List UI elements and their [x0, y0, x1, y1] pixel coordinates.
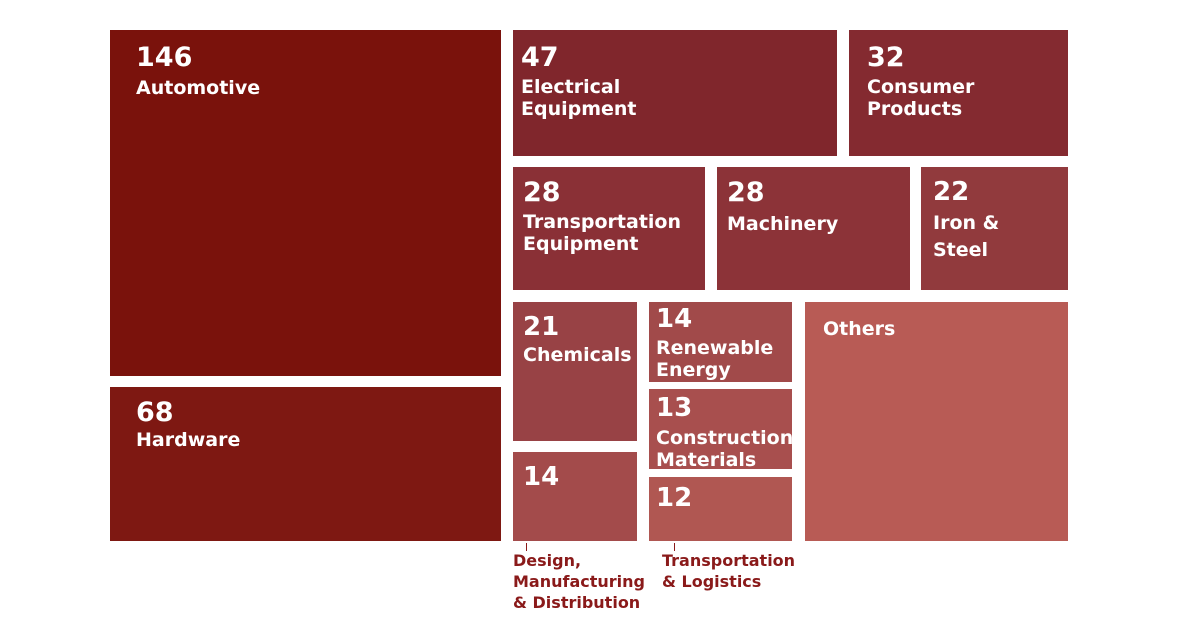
tile-label-chemicals: Chemicals	[523, 344, 632, 366]
treemap-tile-others: Others	[805, 302, 1068, 541]
treemap-tile-consumer-products: 32 Consumer Products	[849, 30, 1068, 156]
treemap-tile-automotive: 146 Automotive	[110, 30, 501, 376]
tile-label-transportation-equipment: Transportation Equipment	[523, 211, 682, 256]
tile-label-others: Others	[823, 318, 896, 340]
tile-label-iron-steel: Iron & Steel	[933, 212, 1000, 261]
tile-label-construction-materials: Construction Materials	[656, 427, 792, 469]
tile-value-chemicals: 21	[523, 312, 560, 342]
tile-value-electrical-equipment: 47	[521, 42, 559, 73]
tile-label-automotive: Automotive	[136, 77, 261, 99]
tile-value-automotive: 146	[136, 42, 193, 73]
treemap-tile-design-manufacturing-distribution: 14	[513, 452, 637, 541]
tile-value-hardware: 68	[136, 397, 174, 428]
tile-label-machinery: Machinery	[727, 213, 839, 235]
tile-value-renewable-energy: 14	[656, 304, 693, 334]
label-tick-transportation-logistics	[674, 543, 675, 551]
treemap-tile-transportation-equipment: 28 Transportation Equipment	[513, 167, 705, 290]
treemap-tile-iron-steel: 22 Iron & Steel	[921, 167, 1068, 290]
outside-label-transportation-logistics: Transportation & Logistics	[662, 551, 796, 591]
tile-label-hardware: Hardware	[136, 429, 241, 451]
treemap-tile-transportation-logistics: 12	[649, 477, 792, 541]
tile-value-transportation-logistics: 12	[656, 483, 693, 513]
tile-value-design-manufacturing-distribution: 14	[523, 462, 560, 492]
treemap-tile-chemicals: 21 Chemicals	[513, 302, 637, 441]
treemap-tile-hardware: 68 Hardware	[110, 387, 501, 541]
treemap-tile-construction-materials: 13 Construction Materials	[649, 389, 792, 469]
treemap-tile-electrical-equipment: 47 Electrical Equipment	[513, 30, 837, 156]
tile-value-machinery: 28	[727, 177, 765, 208]
label-tick-design-manufacturing-distribution	[526, 543, 527, 551]
tile-label-electrical-equipment: Electrical Equipment	[521, 76, 637, 121]
tile-value-iron-steel: 22	[933, 177, 970, 207]
treemap-tile-renewable-energy: 14 Renewable Energy	[649, 302, 792, 382]
tile-value-transportation-equipment: 28	[523, 177, 561, 208]
outside-label-design-manufacturing-distribution: Design, Manufacturing & Distribution	[513, 551, 645, 612]
treemap-tile-machinery: 28 Machinery	[717, 167, 910, 290]
tile-value-construction-materials: 13	[656, 393, 693, 423]
tile-label-consumer-products: Consumer Products	[867, 76, 975, 121]
tile-value-consumer-products: 32	[867, 42, 905, 73]
tile-label-renewable-energy: Renewable Energy	[656, 337, 774, 382]
